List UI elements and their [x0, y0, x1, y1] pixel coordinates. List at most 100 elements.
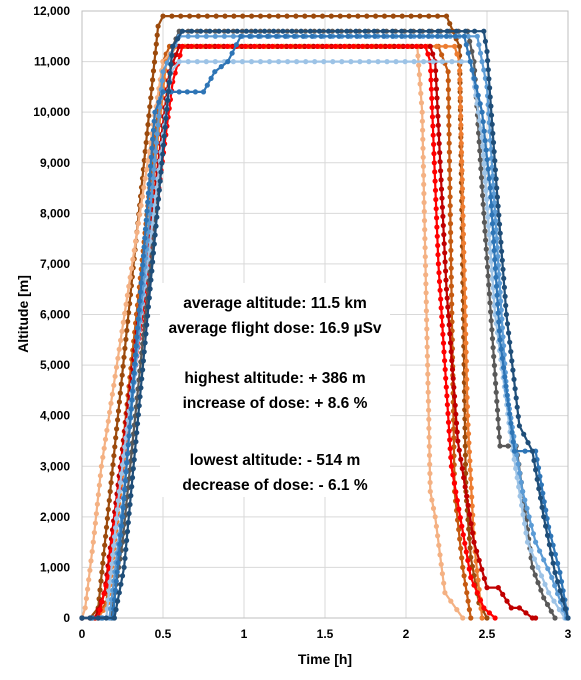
data-point	[467, 59, 473, 65]
data-point	[134, 421, 141, 427]
data-point	[449, 59, 455, 65]
data-point	[121, 564, 127, 571]
data-point	[436, 270, 442, 276]
data-point	[131, 457, 137, 463]
data-point	[97, 587, 103, 593]
data-point	[458, 545, 464, 552]
data-point	[137, 211, 143, 218]
data-point	[92, 520, 98, 526]
data-point	[149, 86, 155, 92]
data-point	[159, 160, 165, 166]
data-point	[348, 59, 354, 65]
data-point	[251, 43, 257, 50]
data-point	[469, 503, 475, 509]
data-point	[124, 528, 131, 535]
data-point	[467, 467, 473, 473]
data-point	[363, 33, 369, 39]
data-point	[125, 442, 131, 448]
data-point	[185, 59, 191, 65]
data-point	[471, 582, 477, 588]
data-point	[440, 222, 446, 229]
data-point	[447, 331, 453, 337]
data-point	[147, 286, 153, 292]
data-point	[516, 605, 523, 611]
data-point	[111, 543, 117, 549]
data-point	[464, 385, 470, 391]
data-point	[452, 402, 458, 408]
data-point	[116, 488, 122, 495]
data-point	[111, 615, 117, 621]
data-point	[133, 439, 139, 445]
data-point	[344, 28, 350, 34]
data-point	[463, 331, 469, 337]
data-point	[123, 336, 129, 342]
data-point	[431, 151, 437, 157]
data-point	[419, 118, 425, 124]
data-point	[421, 208, 427, 215]
data-point	[536, 486, 542, 492]
data-point	[425, 33, 432, 39]
data-point	[195, 13, 201, 19]
data-point	[493, 283, 500, 289]
data-point	[112, 444, 118, 450]
data-point	[491, 247, 497, 254]
data-point	[404, 43, 410, 50]
data-point	[381, 13, 388, 19]
data-point	[390, 33, 396, 39]
data-point	[488, 309, 494, 315]
data-point	[461, 240, 467, 246]
data-point	[420, 145, 426, 151]
data-point	[373, 13, 379, 19]
data-point	[124, 537, 130, 544]
data-point	[511, 448, 518, 454]
data-point	[427, 43, 433, 50]
data-point	[552, 615, 558, 621]
data-point	[451, 435, 457, 441]
data-point	[557, 569, 563, 576]
data-point	[504, 392, 510, 398]
data-point	[439, 52, 445, 58]
data-point	[118, 471, 125, 477]
data-point	[507, 339, 513, 345]
data-point	[442, 590, 448, 596]
data-point	[145, 313, 151, 319]
data-point	[518, 479, 524, 485]
data-point	[447, 185, 453, 191]
data-point	[441, 580, 447, 586]
data-point	[477, 157, 483, 163]
data-point	[439, 314, 445, 320]
data-point	[434, 233, 440, 239]
data-point	[471, 75, 477, 81]
data-point	[471, 539, 477, 545]
data-point	[456, 506, 462, 512]
data-point	[111, 382, 117, 388]
data-point	[497, 443, 503, 449]
data-point	[443, 277, 449, 283]
annotation-highest-altitude: highest altitude: + 386 m	[184, 370, 365, 387]
data-point	[148, 277, 154, 283]
data-point	[341, 43, 347, 50]
data-point	[529, 448, 536, 454]
data-point	[528, 522, 534, 528]
data-point	[434, 95, 440, 101]
data-point	[112, 587, 118, 594]
data-point	[124, 460, 130, 466]
data-point	[492, 167, 498, 173]
data-point	[115, 408, 122, 414]
data-point	[165, 97, 171, 103]
data-point	[354, 33, 360, 39]
data-point	[148, 163, 154, 169]
data-point	[142, 148, 148, 155]
data-point	[122, 478, 128, 484]
data-point	[465, 422, 471, 428]
data-point	[87, 615, 93, 621]
data-point	[142, 235, 148, 241]
data-point	[372, 33, 378, 39]
data-point	[216, 28, 222, 34]
data-point	[433, 206, 439, 212]
data-point	[160, 13, 166, 19]
data-point	[464, 404, 470, 410]
data-point	[170, 43, 176, 50]
data-point	[446, 131, 452, 137]
data-point	[484, 255, 490, 261]
